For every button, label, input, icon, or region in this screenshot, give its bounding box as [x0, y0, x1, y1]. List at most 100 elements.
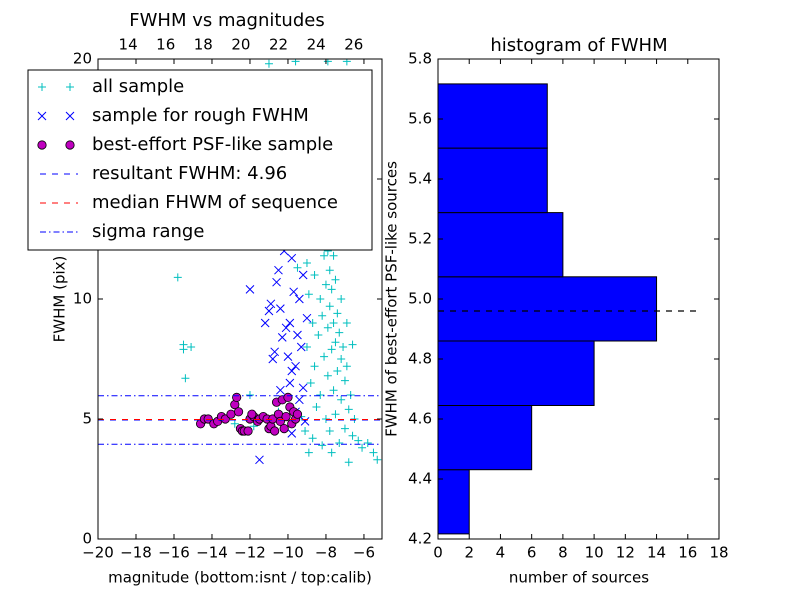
point [320, 352, 329, 361]
y-tick-label: 4.2 [408, 530, 432, 548]
y-tick-label: 5.6 [408, 110, 432, 128]
point [232, 392, 242, 402]
y-tick-label: 20 [73, 50, 92, 68]
point [310, 362, 319, 371]
point [291, 361, 300, 371]
x-tick-label: 0 [433, 544, 443, 562]
point [285, 318, 295, 328]
axes-frame [437, 58, 720, 540]
top-tick-label: 20 [231, 36, 250, 54]
legend-label: best-effort PSF-like sample [92, 134, 333, 155]
point [243, 426, 253, 436]
point [276, 385, 285, 395]
point [354, 436, 363, 445]
point [179, 345, 188, 354]
point [266, 299, 276, 309]
bar [437, 276, 658, 342]
point [329, 251, 338, 260]
point [323, 371, 332, 380]
x-tick-label: −6 [353, 544, 375, 562]
point [310, 271, 319, 279]
point [264, 59, 273, 68]
legend-marker [65, 111, 75, 121]
point [264, 306, 274, 316]
point [298, 270, 308, 280]
point [283, 352, 293, 361]
x-tick-label: −18 [120, 544, 152, 562]
point [292, 409, 303, 419]
x-tick-label: 6 [527, 544, 537, 562]
point [325, 427, 334, 435]
legend-marker [37, 140, 47, 150]
point [318, 441, 327, 450]
point [173, 273, 182, 282]
point [358, 443, 367, 452]
x-tick-label: 4 [496, 544, 506, 562]
axes-frame [97, 58, 383, 540]
x-tick-label: 12 [616, 544, 635, 562]
point [276, 304, 285, 313]
point [335, 328, 344, 337]
point [293, 263, 302, 272]
point [287, 429, 297, 438]
legend-label: sigma range [92, 221, 204, 242]
y-tick-label: 4.8 [408, 350, 432, 368]
point [363, 439, 372, 447]
x-tick-label: −16 [158, 544, 190, 562]
chart-title: histogram of FWHM [490, 35, 667, 56]
x-tick-label: −10 [272, 544, 304, 562]
y-tick-label: 0 [82, 530, 92, 548]
y-tick-label: 4.4 [408, 470, 432, 488]
point [321, 280, 330, 289]
point [312, 403, 321, 411]
point [270, 347, 280, 357]
x-tick-label: 18 [709, 544, 728, 562]
point [344, 458, 353, 467]
point [289, 287, 299, 297]
point [272, 277, 281, 287]
point [342, 362, 351, 371]
point [277, 333, 287, 342]
point [340, 424, 349, 433]
point [230, 419, 239, 428]
legend-marker [65, 140, 75, 150]
x-tick-label: 8 [558, 544, 568, 562]
point [344, 405, 353, 414]
x-axis-label: number of sources [509, 569, 649, 587]
point [245, 285, 255, 294]
point [308, 319, 317, 327]
y-tick-label: 5.4 [408, 170, 432, 188]
bar [437, 405, 533, 471]
point [323, 323, 332, 332]
top-tick-label: 16 [156, 36, 175, 54]
legend-label: resultant FWHM: 4.96 [92, 163, 287, 184]
legend-box [27, 69, 373, 251]
legend-marker [66, 83, 74, 91]
point [268, 354, 278, 364]
point [316, 391, 325, 399]
point [296, 342, 306, 352]
point [339, 343, 348, 351]
point [340, 376, 349, 385]
point [348, 431, 357, 440]
point [301, 427, 310, 435]
point [270, 426, 280, 436]
point [274, 265, 283, 275]
point [331, 338, 340, 347]
point [331, 275, 340, 284]
point [316, 295, 325, 303]
point [342, 319, 351, 327]
point [337, 395, 346, 404]
x-tick-label: 14 [647, 544, 666, 562]
point [279, 423, 289, 434]
point [331, 410, 340, 419]
point [306, 379, 315, 387]
bar [437, 83, 548, 149]
point [320, 251, 329, 260]
point [245, 391, 254, 399]
point [333, 367, 342, 375]
point [283, 392, 293, 402]
point [337, 355, 346, 363]
plot-area [98, 59, 382, 467]
